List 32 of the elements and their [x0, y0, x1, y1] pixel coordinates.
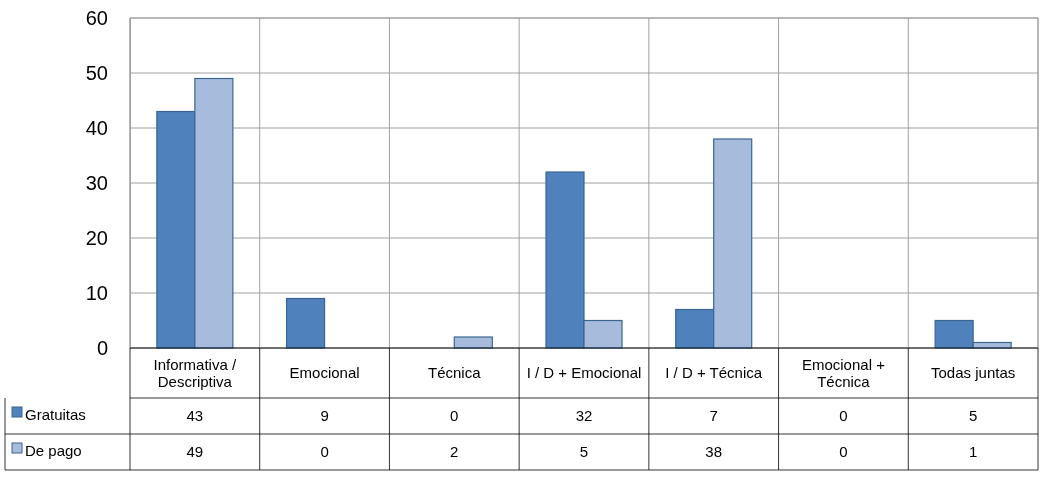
- x-tick-label: Técnica: [428, 364, 482, 381]
- x-tick-label: Emocional + Técnica: [801, 355, 886, 390]
- data-label: 7: [709, 407, 718, 424]
- data-label: 49: [186, 443, 204, 460]
- x-tick-label: I / D + Emocional: [526, 364, 642, 381]
- data-label: 0: [839, 407, 848, 424]
- data-label: 2: [450, 443, 459, 460]
- x-tick-label: Todas juntas: [931, 364, 1016, 381]
- y-tick-label: 20: [85, 226, 108, 249]
- data-label: 5: [968, 407, 978, 424]
- data-label: 0: [320, 443, 329, 460]
- y-tick-label: 50: [85, 61, 108, 84]
- data-label: 38: [705, 443, 723, 460]
- data-label: 0: [839, 443, 848, 460]
- x-tick-label: Informativa / Descriptiva: [153, 355, 237, 390]
- y-tick-label: 10: [85, 281, 108, 304]
- data-label: 32: [575, 407, 593, 424]
- y-tick-label: 60: [85, 6, 108, 29]
- y-tick-label: 40: [85, 116, 108, 139]
- legend-label: Gratuitas: [25, 406, 86, 423]
- data-label: 5: [579, 443, 589, 460]
- data-label: 43: [186, 407, 204, 424]
- data-label: 1: [968, 443, 978, 460]
- y-tick-label: 0: [96, 336, 108, 359]
- x-tick-label: Emocional: [289, 364, 360, 381]
- data-label: 0: [450, 407, 459, 424]
- legend-label: De pago: [25, 442, 82, 459]
- y-tick-label: 30: [85, 171, 108, 194]
- data-label: 9: [320, 407, 329, 424]
- x-tick-label: I / D + Técnica: [665, 364, 763, 381]
- bar: [453, 336, 493, 349]
- bar: [285, 297, 326, 349]
